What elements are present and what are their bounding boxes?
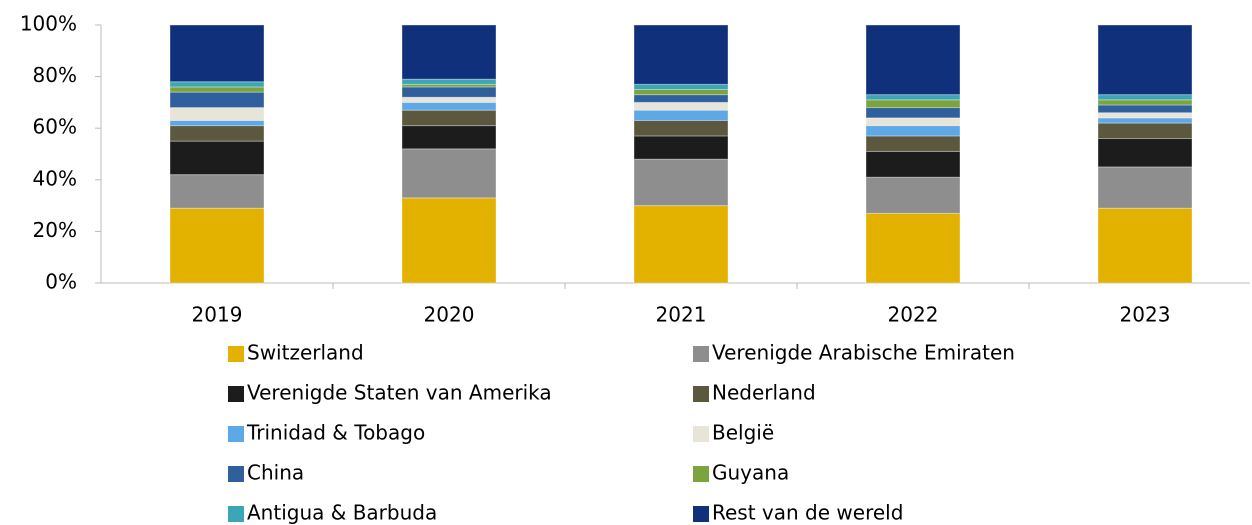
legend-swatch	[228, 466, 244, 482]
bar-segment	[633, 119, 729, 137]
bar-segment	[169, 86, 265, 93]
bar-segment	[1097, 112, 1193, 119]
bar-segment	[401, 86, 497, 98]
legend-swatch	[693, 426, 709, 442]
bar-segment	[865, 24, 961, 96]
bar-segment	[401, 109, 497, 127]
bar-segment	[633, 205, 729, 284]
legend-label: Nederland	[712, 381, 816, 405]
bar-segment	[169, 119, 265, 127]
legend-swatch	[693, 506, 709, 522]
bar-segment	[633, 83, 729, 90]
bar-segment	[1097, 104, 1193, 114]
legend-swatch	[228, 426, 244, 442]
x-tick-label: 2020	[424, 303, 475, 327]
bar-segment	[401, 96, 497, 103]
y-tick-label: 40%	[33, 166, 77, 190]
y-tick-label: 60%	[33, 115, 77, 139]
bar-segment	[1097, 94, 1193, 101]
legend-label: Rest van de wereld	[712, 501, 903, 525]
bar-segment	[865, 150, 961, 178]
bar-segment	[633, 101, 729, 111]
legend-label: Verenigde Arabische Emiraten	[712, 341, 1015, 365]
legend-label: Trinidad & Tobago	[246, 421, 425, 445]
bar-segment	[633, 94, 729, 103]
bar-segment	[1097, 166, 1193, 209]
legend-label: België	[712, 421, 774, 445]
y-tick-label: 80%	[33, 63, 77, 87]
legend-label: Guyana	[712, 461, 789, 485]
bar-segment	[865, 125, 961, 137]
x-tick-label: 2023	[1120, 303, 1171, 327]
bar-segment	[633, 158, 729, 207]
bar-segment	[401, 148, 497, 199]
bar-segment	[633, 24, 729, 85]
legend-swatch	[228, 346, 244, 362]
legend-swatch	[228, 386, 244, 402]
bar-segment	[401, 125, 497, 150]
bar-segment	[169, 125, 265, 142]
x-tick-label: 2022	[888, 303, 939, 327]
legend-label: Switzerland	[247, 341, 364, 365]
bar-segment	[169, 107, 265, 121]
bar-segment	[633, 109, 729, 121]
bar-segment	[865, 212, 961, 284]
x-tick-label: 2019	[192, 303, 243, 327]
legend-swatch	[693, 466, 709, 482]
bar-segment	[633, 135, 729, 160]
x-tick-label: 2021	[656, 303, 707, 327]
y-tick-label: 0%	[45, 270, 77, 294]
bar-segment	[401, 78, 497, 85]
bar-segment	[1097, 24, 1193, 96]
legend-label: China	[247, 461, 304, 485]
legend-swatch	[693, 346, 709, 362]
bar-segment	[169, 91, 265, 109]
bar-segment	[169, 24, 265, 83]
bar-segment	[865, 107, 961, 119]
bar-segment	[169, 174, 265, 209]
bar-segment	[633, 89, 729, 96]
bar-segment	[1097, 117, 1193, 124]
bar-segment	[1097, 207, 1193, 284]
bar-segment	[865, 94, 961, 101]
bar-segment	[865, 117, 961, 127]
bar-segment	[1097, 122, 1193, 140]
y-tick-label: 100%	[20, 12, 77, 36]
bar-segment	[865, 99, 961, 109]
bar-segment	[401, 197, 497, 284]
legend-swatch	[228, 506, 244, 522]
legend-label: Verenigde Staten van Amerika	[247, 381, 552, 405]
bar-segment	[401, 101, 497, 111]
bar-segment	[169, 81, 265, 88]
bar-segment	[401, 24, 497, 80]
bar-segment	[1097, 138, 1193, 168]
bar-segment	[169, 207, 265, 284]
bar-segment	[1097, 99, 1193, 106]
legend-swatch	[693, 386, 709, 402]
y-tick-label: 20%	[33, 218, 77, 242]
bar-segment	[865, 135, 961, 152]
bar-segment	[865, 176, 961, 214]
bar-segment	[169, 140, 265, 176]
legend-label: Antigua & Barbuda	[247, 501, 437, 525]
